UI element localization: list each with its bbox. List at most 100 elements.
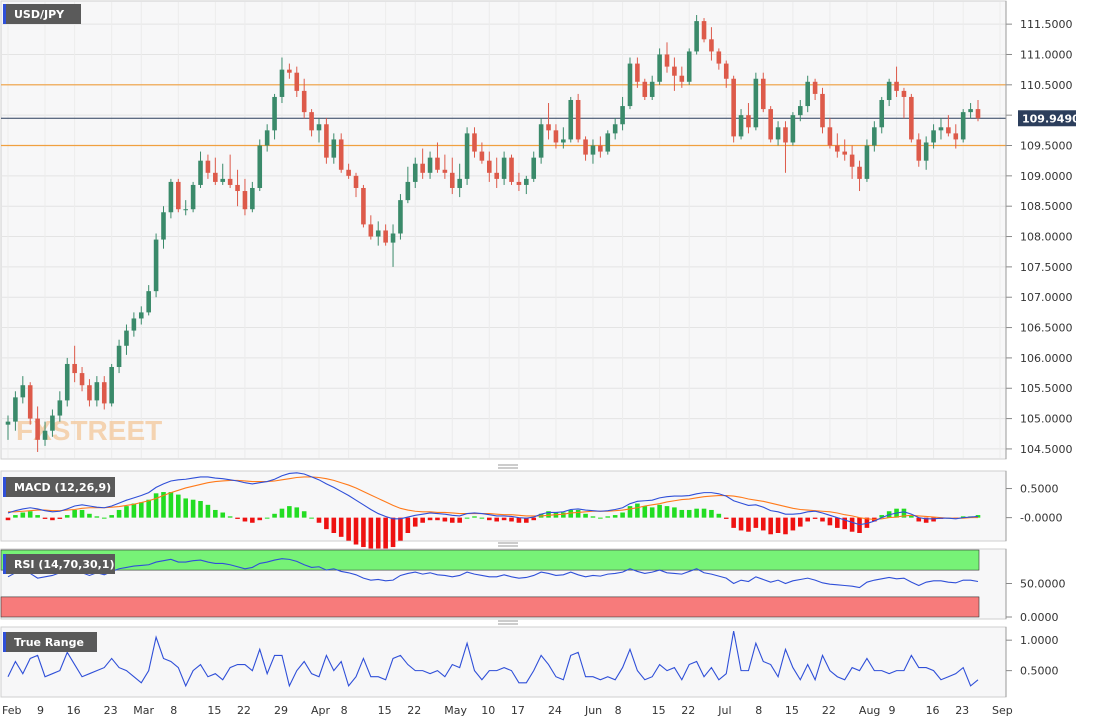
- candle[interactable]: [464, 127, 470, 185]
- price-panel[interactable]: FXSTREET 111.5000111.0000110.5000110.000…: [0, 0, 1080, 460]
- candle[interactable]: [849, 145, 855, 179]
- candle[interactable]: [635, 57, 640, 88]
- candle[interactable]: [479, 142, 485, 164]
- candle[interactable]: [731, 75, 736, 143]
- candle[interactable]: [301, 78, 307, 119]
- candle[interactable]: [487, 151, 492, 182]
- candle[interactable]: [494, 157, 499, 188]
- candle[interactable]: [101, 376, 107, 410]
- candle[interactable]: [13, 391, 18, 431]
- candle[interactable]: [390, 224, 396, 267]
- candle[interactable]: [449, 157, 455, 195]
- candle[interactable]: [272, 93, 277, 140]
- candle[interactable]: [220, 163, 226, 185]
- candle[interactable]: [309, 109, 314, 137]
- candle[interactable]: [213, 157, 218, 185]
- candle[interactable]: [168, 178, 174, 219]
- candle[interactable]: [960, 109, 966, 143]
- candle[interactable]: [538, 118, 544, 164]
- macd-panel[interactable]: 0.5000 -0.0000 MACD (12,26,9): [0, 470, 1062, 551]
- candle[interactable]: [227, 154, 233, 188]
- candle[interactable]: [383, 224, 388, 246]
- rsi-panel[interactable]: 50.0000 0.0000 RSI (14,70,30,1): [0, 548, 1066, 624]
- candle[interactable]: [35, 406, 40, 452]
- candle[interactable]: [672, 57, 677, 91]
- candle[interactable]: [412, 157, 418, 188]
- candle[interactable]: [405, 166, 411, 204]
- candle[interactable]: [812, 78, 818, 100]
- candle[interactable]: [116, 339, 122, 374]
- candle[interactable]: [79, 367, 85, 392]
- candle[interactable]: [575, 93, 581, 143]
- candle[interactable]: [324, 118, 329, 164]
- candle[interactable]: [331, 133, 337, 164]
- candle[interactable]: [968, 103, 973, 119]
- candle[interactable]: [857, 160, 862, 192]
- candle[interactable]: [375, 221, 381, 246]
- candle[interactable]: [190, 181, 196, 213]
- candle[interactable]: [435, 142, 440, 173]
- candle[interactable]: [546, 103, 551, 140]
- candle[interactable]: [909, 93, 914, 143]
- candle[interactable]: [894, 66, 899, 97]
- candle[interactable]: [509, 154, 514, 185]
- candle[interactable]: [605, 130, 611, 155]
- candle[interactable]: [198, 151, 203, 188]
- candle[interactable]: [916, 133, 922, 167]
- candle[interactable]: [923, 136, 929, 170]
- candle[interactable]: [946, 115, 951, 137]
- candle[interactable]: [42, 421, 48, 446]
- candle[interactable]: [109, 363, 114, 407]
- candle[interactable]: [368, 215, 374, 240]
- candle[interactable]: [657, 48, 662, 85]
- candle[interactable]: [346, 163, 351, 179]
- candle[interactable]: [805, 75, 810, 113]
- candle[interactable]: [701, 18, 707, 43]
- candle[interactable]: [738, 109, 744, 140]
- candle[interactable]: [931, 124, 936, 149]
- candle[interactable]: [457, 163, 462, 198]
- candle[interactable]: [620, 96, 625, 131]
- candle[interactable]: [524, 175, 529, 195]
- candle[interactable]: [501, 151, 507, 185]
- pane-splitter[interactable]: [498, 464, 518, 625]
- candle[interactable]: [257, 139, 263, 192]
- candle[interactable]: [760, 72, 766, 113]
- candle[interactable]: [864, 139, 870, 182]
- candle[interactable]: [94, 376, 100, 407]
- candle[interactable]: [583, 136, 588, 161]
- candle[interactable]: [420, 148, 425, 179]
- candle[interactable]: [901, 87, 907, 119]
- candle[interactable]: [131, 312, 137, 337]
- candle[interactable]: [686, 48, 692, 85]
- candle[interactable]: [442, 154, 448, 179]
- candle[interactable]: [338, 133, 344, 173]
- candle[interactable]: [872, 121, 877, 152]
- candle[interactable]: [790, 112, 796, 146]
- candle[interactable]: [953, 124, 959, 149]
- candle[interactable]: [279, 57, 285, 104]
- candle[interactable]: [161, 206, 166, 249]
- candle[interactable]: [590, 139, 596, 164]
- candle[interactable]: [835, 133, 840, 158]
- candle[interactable]: [716, 48, 722, 70]
- candle[interactable]: [5, 415, 11, 440]
- candle[interactable]: [316, 118, 322, 143]
- candle[interactable]: [746, 103, 751, 134]
- candle[interactable]: [642, 78, 648, 100]
- candle[interactable]: [723, 60, 729, 88]
- candle[interactable]: [57, 391, 63, 422]
- candle[interactable]: [679, 66, 685, 88]
- candle[interactable]: [294, 66, 300, 97]
- candle[interactable]: [235, 169, 240, 207]
- candle[interactable]: [27, 382, 33, 425]
- candle[interactable]: [64, 357, 70, 407]
- candle[interactable]: [176, 178, 181, 213]
- candle[interactable]: [250, 181, 255, 213]
- candle[interactable]: [427, 151, 433, 179]
- candle[interactable]: [561, 127, 566, 149]
- candle[interactable]: [775, 121, 781, 146]
- candle[interactable]: [649, 75, 655, 100]
- candle[interactable]: [664, 42, 670, 73]
- candle[interactable]: [753, 72, 759, 131]
